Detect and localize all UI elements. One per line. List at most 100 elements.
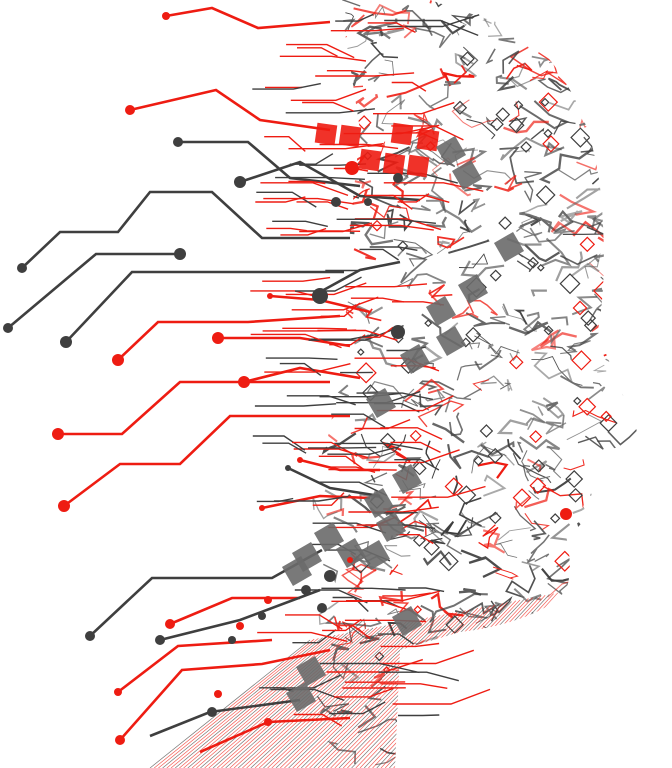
texture-trace [407, 703, 444, 713]
texture-trace [650, 681, 669, 693]
circuit-node [155, 635, 165, 645]
chip-pad [382, 152, 406, 176]
circuit-node [345, 161, 359, 175]
texture-trace [522, 464, 531, 482]
texture-chip [452, 100, 468, 115]
texture-trace [563, 459, 585, 471]
short-trace [364, 194, 413, 210]
texture-trace [456, 363, 483, 381]
short-trace [315, 72, 415, 77]
neck-hatch [170, 635, 332, 768]
texture-chip [409, 429, 422, 442]
texture-trace [592, 364, 607, 373]
texture-trace [605, 630, 623, 663]
chip-pad [338, 124, 362, 148]
texture-trace [503, 120, 549, 134]
texture-trace [625, 3, 637, 20]
texture-trace [626, 204, 637, 213]
circuit-node [259, 505, 265, 511]
texture-trace [569, 0, 590, 2]
texture-trace [432, 512, 498, 538]
texture-trace [547, 77, 575, 94]
texture-trace [560, 254, 598, 266]
texture-trace [460, 642, 483, 672]
texture-trace [545, 414, 565, 429]
short-trace [380, 683, 448, 689]
short-trace [390, 441, 441, 454]
texture-trace [623, 320, 637, 344]
texture-chip [598, 674, 611, 688]
texture-trace [425, 388, 446, 403]
texture-trace [528, 757, 547, 768]
chip-pad [281, 555, 313, 587]
texture-trace [546, 557, 573, 585]
short-trace [319, 662, 420, 674]
texture-chip [532, 674, 543, 686]
texture-chip [459, 51, 475, 67]
texture-chip [371, 219, 383, 232]
texture-trace [643, 364, 672, 372]
texture-trace [455, 21, 467, 36]
texture-trace [535, 674, 551, 693]
texture-trace [599, 514, 637, 540]
texture-chip [520, 141, 532, 153]
texture-trace [492, 566, 519, 580]
circuit-node [60, 336, 72, 348]
circuit-trace [159, 588, 321, 642]
chip-pad [416, 128, 440, 152]
texture-trace [522, 311, 540, 335]
texture-trace [424, 345, 443, 365]
texture-trace [513, 309, 528, 325]
short-trace [319, 392, 401, 398]
texture-trace [462, 46, 479, 73]
texture-trace [620, 707, 637, 730]
short-trace [327, 466, 376, 473]
texture-trace [422, 549, 452, 566]
circuit-node [112, 354, 124, 366]
texture-trace [470, 198, 486, 213]
texture-trace [354, 412, 377, 423]
texture-trace [524, 0, 554, 15]
texture-trace [430, 592, 464, 619]
chip-pad [399, 343, 431, 375]
short-trace [335, 13, 374, 22]
neck-hatch [179, 634, 340, 768]
neck-hatch [208, 628, 370, 768]
circuit-trace [218, 336, 351, 348]
texture-trace [330, 0, 361, 7]
texture-chip [355, 362, 377, 384]
texture-trace [507, 438, 522, 460]
texture-trace [509, 117, 528, 132]
texture-chip [542, 135, 560, 153]
circuit-trace [58, 380, 330, 436]
texture-trace [350, 14, 365, 28]
texture-trace [541, 237, 572, 267]
texture-trace [524, 512, 550, 531]
texture-trace [529, 69, 549, 82]
texture-trace [578, 574, 598, 598]
texture-trace [474, 332, 492, 346]
texture-trace [453, 64, 467, 84]
short-trace [397, 193, 430, 203]
texture-trace [508, 62, 537, 88]
texture-chip [356, 348, 365, 356]
texture-trace [425, 743, 454, 765]
neck-hatch [300, 610, 462, 768]
texture-trace [605, 354, 637, 368]
texture-chip [538, 92, 559, 112]
texture-trace [326, 507, 345, 517]
short-trace [354, 418, 411, 430]
texture-trace [532, 638, 553, 659]
texture-trace [493, 735, 534, 763]
texture-trace [389, 564, 403, 576]
texture-trace [533, 351, 573, 383]
short-trace [369, 246, 418, 251]
texture-trace [498, 0, 515, 10]
circuit-trace [261, 494, 371, 510]
texture-trace [353, 7, 407, 16]
circuit-trace [21, 190, 350, 269]
texture-trace [498, 37, 516, 44]
neck-hatch [166, 636, 328, 768]
neck-hatch [267, 617, 428, 768]
